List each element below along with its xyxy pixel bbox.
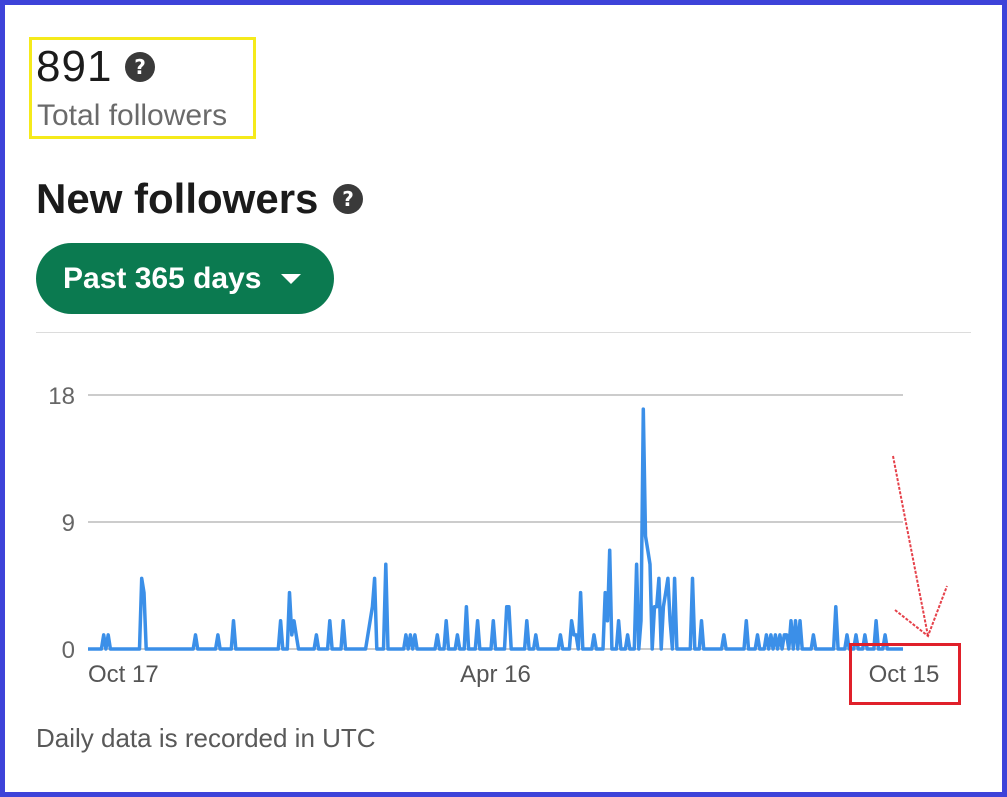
x-tick-label: Oct 17 [88,661,159,688]
y-tick-label: 18 [48,383,75,410]
series-line [88,407,903,651]
footnote: Daily data is recorded in UTC [36,723,376,753]
x-tick-label: Apr 16 [460,661,531,688]
section-title: New followers [36,175,319,222]
total-followers-label: Total followers [37,99,228,132]
divider [36,332,971,333]
question-circle-icon[interactable]: ? [333,184,363,214]
total-followers-value: 891 [36,42,113,91]
y-tick-label: 9 [62,510,75,537]
date-range-label: Past 365 days [63,262,262,295]
question-circle-icon[interactable]: ? [125,52,155,82]
y-tick-label: 0 [62,637,75,664]
caret-down-icon [281,274,301,284]
date-range-dropdown[interactable]: Past 365 days [36,243,334,314]
x-tick-label: Oct 15 [869,661,940,688]
total-highlight-box [29,37,256,139]
